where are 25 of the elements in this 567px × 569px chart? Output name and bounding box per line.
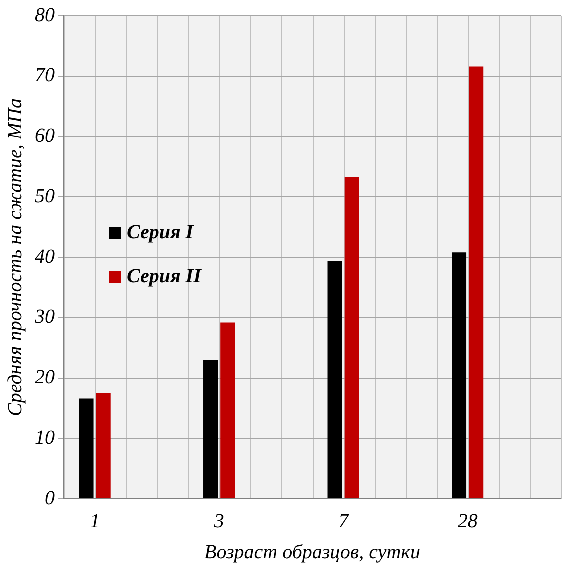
y-tick-label: 20 — [35, 366, 55, 388]
y-tick-label: 10 — [35, 426, 55, 449]
legend-label: Серия I — [127, 222, 195, 244]
x-tick-label: 28 — [458, 510, 478, 532]
legend-label: Серия II — [127, 266, 203, 288]
y-tick-label: 70 — [35, 64, 55, 87]
x-tick-label: 7 — [338, 510, 350, 532]
bar — [344, 177, 360, 498]
bar — [328, 261, 342, 498]
y-tick-label: 40 — [35, 246, 55, 268]
x-tick-label: 3 — [213, 510, 224, 532]
y-tick-label: 80 — [35, 4, 55, 26]
x-tick-label: 1 — [90, 510, 100, 532]
x-axis-title: Возраст образцов, сутки — [204, 541, 421, 564]
bar — [469, 66, 484, 498]
y-axis-title: Средняя прочность на сжатие, МПа — [4, 98, 26, 417]
bar — [220, 322, 236, 498]
y-tick-label: 60 — [35, 125, 55, 147]
bar — [79, 398, 94, 498]
y-tick-label: 0 — [45, 487, 55, 510]
y-tick-label: 30 — [34, 306, 55, 328]
bar — [96, 393, 111, 498]
y-tick-label: 50 — [35, 185, 55, 208]
bar — [204, 360, 218, 498]
bar — [452, 252, 467, 498]
